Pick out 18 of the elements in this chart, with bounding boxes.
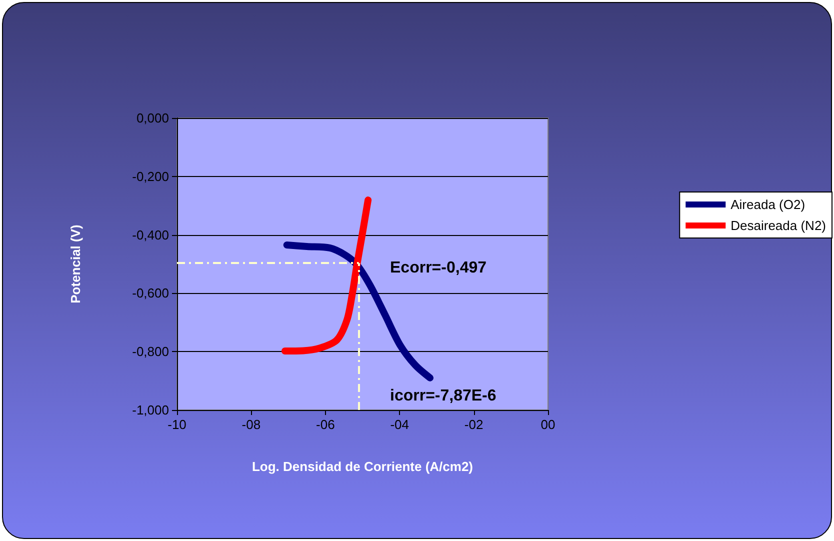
y-tick-label: -0,600 (132, 286, 169, 301)
y-tick-label: -1,000 (132, 402, 169, 418)
x-tick-label: -04 (390, 417, 409, 432)
x-tick-label: 00 (540, 417, 556, 432)
annotation: Ecorr=-0,497 (390, 260, 487, 276)
x-tick-label: -08 (242, 417, 261, 432)
x-axis-title: Log. Densidad de Corriente (A/cm2) (252, 459, 474, 474)
y-tick-label: -0,200 (132, 168, 169, 184)
legend-label: Desaireada (N2) (730, 218, 826, 233)
x-tick-label: -06 (316, 417, 335, 432)
legend-label: Aireada (O2) (730, 197, 806, 212)
x-tick-label: -10 (168, 417, 186, 432)
x-tick-label: -02 (464, 417, 484, 432)
annotation: icorr=-7,87E-6 (390, 388, 496, 404)
y-tick-label: -0,400 (132, 227, 169, 242)
y-tick-label: -0,800 (132, 344, 169, 360)
y-tick-label: 0,000 (136, 110, 169, 126)
y-axis-title: Potencial (V) (68, 224, 83, 304)
